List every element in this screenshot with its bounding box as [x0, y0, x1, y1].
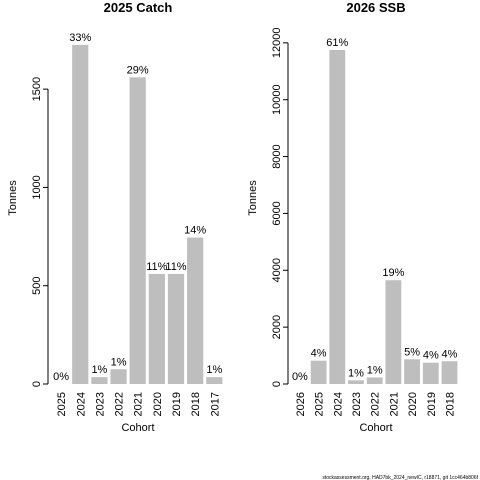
chart0-data-label: 11%: [146, 261, 167, 273]
chart0-y-tick-label: 0: [31, 381, 43, 387]
chart0-bar: [91, 377, 108, 384]
chart1-data-label: 1%: [367, 364, 383, 376]
chart0-data-label: 0%: [53, 371, 69, 383]
chart1-y-tick-label: 10000: [271, 84, 283, 115]
chart0-data-label: 29%: [127, 64, 149, 76]
chart0-x-tick-label: 2025: [56, 392, 68, 416]
chart0-x-tick-label: 2024: [75, 392, 87, 416]
chart1-y-tick-label: 8000: [271, 144, 283, 168]
chart1-bar: [404, 359, 420, 384]
chart1-x-tick-label: 2025: [314, 392, 326, 416]
chart1-bar: [441, 361, 458, 384]
chart0-bar: [187, 237, 204, 384]
chart0-y-tick-label: 1000: [31, 175, 43, 199]
chart0-bar: [110, 369, 127, 384]
chart0-data-label: 1%: [111, 356, 127, 368]
chart0-title: 2025 Catch: [104, 0, 173, 15]
chart1-x-tick-label: 2023: [351, 392, 363, 416]
chart1-bar: [348, 380, 364, 384]
chart1-data-label: 19%: [382, 267, 404, 279]
chart1-bar: [422, 362, 439, 384]
chart0-y-tick-label: 500: [31, 277, 43, 295]
chart1-x-tick-label: 2021: [388, 392, 400, 416]
chart1-title: 2026 SSB: [346, 0, 405, 15]
chart0-bar: [72, 44, 89, 385]
chart1-data-label: 4%: [442, 348, 458, 360]
chart0-data-label: 1%: [206, 364, 222, 376]
chart1-data-label: 5%: [404, 346, 420, 358]
chart1-x-tick-label: 2024: [332, 392, 344, 416]
chart0-y-tick-label: 1500: [31, 77, 43, 101]
chart1-bar: [310, 360, 327, 384]
chart1-y-tick-label: 6000: [271, 201, 283, 225]
chart0-x-tick-label: 2018: [190, 392, 202, 416]
chart1-y-tick-label: 2000: [271, 315, 283, 339]
chart0-x-tick-label: 2021: [133, 392, 145, 416]
chart1-data-label: 4%: [311, 348, 327, 360]
chart0-data-label: 14%: [184, 225, 206, 237]
chart1-x-label: Cohort: [359, 422, 392, 434]
chart1-y-label: Tonnes: [247, 180, 259, 216]
chart1-y-tick-label: 0: [271, 381, 283, 387]
chart0-bar: [148, 273, 165, 384]
chart1-bar: [385, 280, 402, 384]
chart1-x-tick-label: 2020: [407, 392, 419, 416]
chart0-x-label: Cohort: [121, 422, 154, 434]
chart0-x-tick-label: 2023: [94, 392, 106, 416]
chart0-data-label: 33%: [69, 32, 91, 44]
chart0-x-tick-label: 2019: [171, 392, 183, 416]
chart1-data-label: 1%: [348, 367, 364, 379]
chart1-x-tick-label: 2026: [295, 392, 307, 416]
chart1-y-tick-label: 4000: [271, 258, 283, 282]
chart1-data-label: 4%: [423, 350, 439, 362]
chart1-y-tick-label: 12000: [271, 28, 283, 59]
chart0-bar: [206, 377, 223, 384]
footer-text: stockassessment.org, HAD7bk_2024_newIC, …: [322, 475, 478, 480]
chart1-x-tick-label: 2018: [445, 392, 457, 416]
chart1-x-tick-label: 2022: [370, 392, 382, 416]
chart1-bar: [366, 377, 383, 384]
chart0-x-tick-label: 2020: [152, 392, 164, 416]
chart0-bar: [129, 77, 146, 384]
chart1-data-label: 0%: [292, 371, 308, 383]
chart0-x-tick-label: 2022: [114, 392, 126, 416]
chart1-bar: [329, 49, 346, 385]
chart0-data-label: 11%: [165, 261, 186, 273]
chart0-data-label: 1%: [91, 364, 107, 376]
chart1-data-label: 61%: [326, 37, 348, 49]
chart0-y-label: Tonnes: [7, 180, 19, 216]
chart1-x-tick-label: 2019: [426, 392, 438, 416]
chart0-x-tick-label: 2017: [209, 392, 221, 416]
chart0-bar: [167, 273, 185, 384]
